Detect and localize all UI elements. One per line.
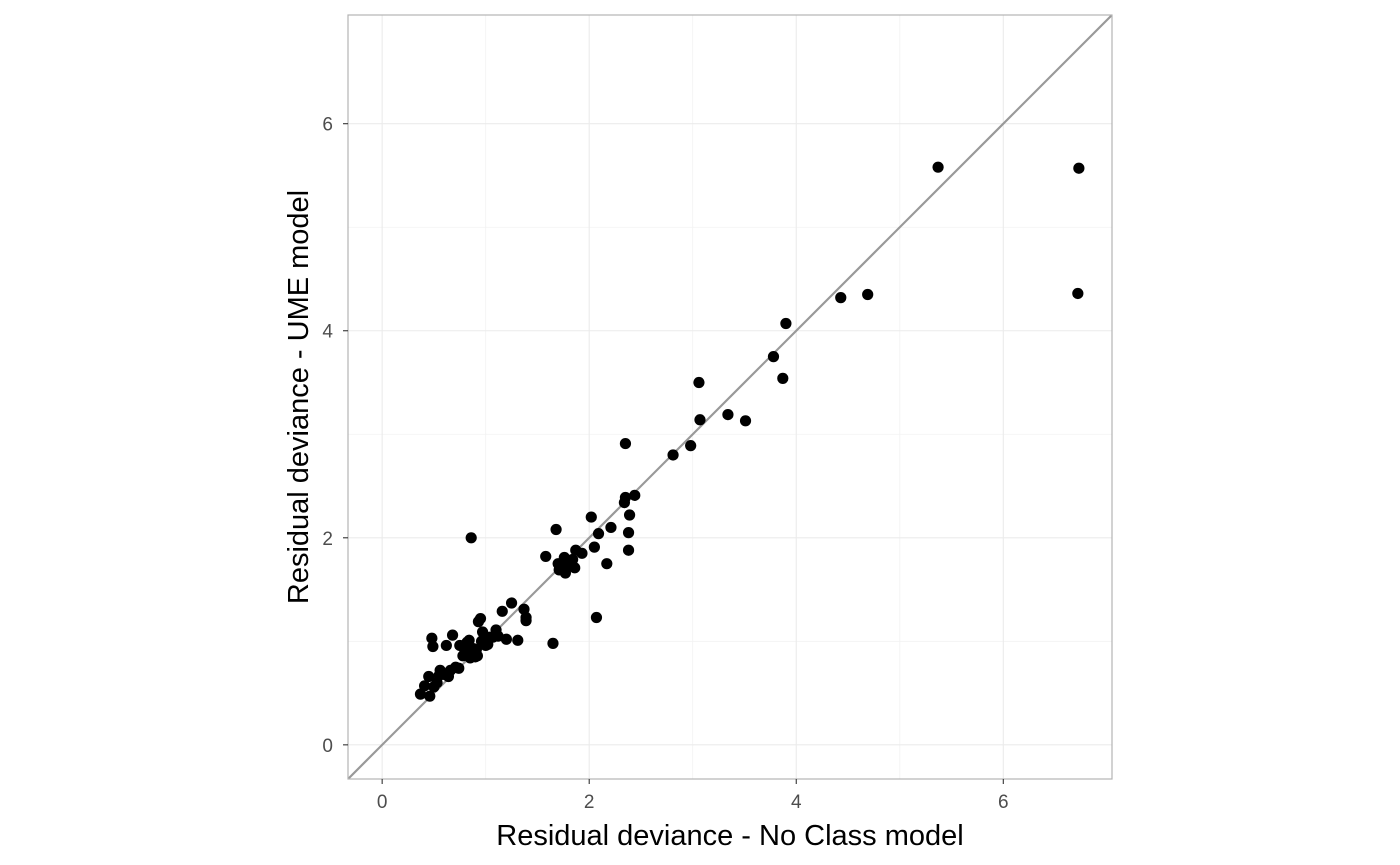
data-points bbox=[414, 161, 1085, 702]
data-point-82 bbox=[835, 292, 847, 304]
data-point-83 bbox=[862, 288, 874, 301]
data-point-42 bbox=[512, 634, 524, 646]
data-point-16 bbox=[453, 662, 465, 674]
data-point-64 bbox=[601, 558, 613, 570]
plot-panel-border bbox=[347, 14, 1113, 780]
data-point-75 bbox=[693, 376, 705, 389]
data-point-2 bbox=[423, 670, 435, 683]
y-tick-label-3: 6 bbox=[322, 115, 333, 136]
data-point-61 bbox=[588, 541, 600, 553]
data-point-65 bbox=[605, 521, 617, 534]
x-axis-title: Residual deviance - No Class model bbox=[496, 820, 963, 852]
data-point-47 bbox=[547, 637, 559, 649]
y-axis-ticks: 0 2 4 6 bbox=[322, 115, 348, 757]
data-point-41 bbox=[505, 597, 518, 609]
data-point-81 bbox=[780, 317, 792, 330]
data-point-79 bbox=[767, 351, 780, 363]
data-point-1 bbox=[419, 680, 431, 692]
y-tick-label-1: 2 bbox=[322, 529, 333, 550]
data-point-4 bbox=[426, 632, 438, 644]
data-point-67 bbox=[619, 437, 632, 450]
data-point-60 bbox=[585, 511, 597, 523]
data-point-85 bbox=[1073, 162, 1085, 174]
data-point-0 bbox=[414, 688, 427, 700]
minor-gridlines bbox=[348, 15, 1112, 779]
y-tick-label-2: 4 bbox=[322, 322, 333, 343]
data-point-74 bbox=[685, 440, 697, 452]
x-axis-ticks: 0 2 4 6 bbox=[377, 779, 1009, 813]
x-tick-label-1: 2 bbox=[584, 792, 595, 813]
data-point-86 bbox=[1072, 287, 1084, 300]
x-tick-label-3: 6 bbox=[998, 792, 1009, 813]
data-point-46 bbox=[540, 550, 552, 563]
data-point-39 bbox=[496, 605, 508, 617]
data-point-84 bbox=[932, 161, 944, 173]
data-point-11 bbox=[440, 639, 452, 652]
data-point-57 bbox=[569, 562, 581, 574]
data-point-48 bbox=[550, 523, 562, 536]
data-point-71 bbox=[623, 509, 636, 521]
y-tick-label-0: 0 bbox=[322, 736, 333, 757]
data-point-80 bbox=[777, 372, 789, 384]
data-point-72 bbox=[629, 489, 641, 501]
data-point-3 bbox=[424, 690, 436, 702]
data-point-70 bbox=[622, 544, 635, 556]
data-point-23 bbox=[465, 532, 477, 544]
data-point-78 bbox=[739, 415, 752, 427]
data-point-63 bbox=[592, 528, 605, 540]
data-point-5 bbox=[427, 640, 439, 653]
data-point-27 bbox=[471, 650, 484, 662]
y-axis-title: Residual deviance - UME model bbox=[283, 190, 315, 604]
data-point-59 bbox=[576, 547, 588, 559]
data-point-29 bbox=[474, 612, 487, 625]
data-point-45 bbox=[520, 611, 532, 624]
data-point-77 bbox=[722, 408, 734, 421]
data-point-76 bbox=[694, 414, 706, 426]
data-point-21 bbox=[463, 634, 475, 646]
data-point-14 bbox=[446, 629, 459, 641]
x-tick-label-2: 4 bbox=[791, 792, 802, 813]
data-point-40 bbox=[500, 633, 512, 645]
data-point-62 bbox=[590, 611, 603, 624]
data-point-73 bbox=[667, 449, 679, 461]
major-gridlines bbox=[348, 15, 1112, 779]
data-point-68 bbox=[619, 491, 632, 504]
data-point-69 bbox=[622, 527, 635, 539]
x-tick-label-0: 0 bbox=[377, 792, 388, 813]
